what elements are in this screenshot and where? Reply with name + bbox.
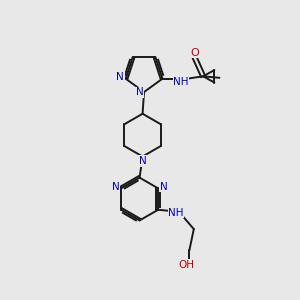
Text: NH: NH [168,208,184,218]
Text: N: N [136,87,143,97]
Text: OH: OH [178,260,194,270]
Text: N: N [160,182,167,192]
Text: N: N [139,156,146,166]
Text: O: O [190,47,199,58]
Text: NH: NH [173,77,189,87]
Text: N: N [112,182,120,192]
Text: N: N [116,72,124,82]
